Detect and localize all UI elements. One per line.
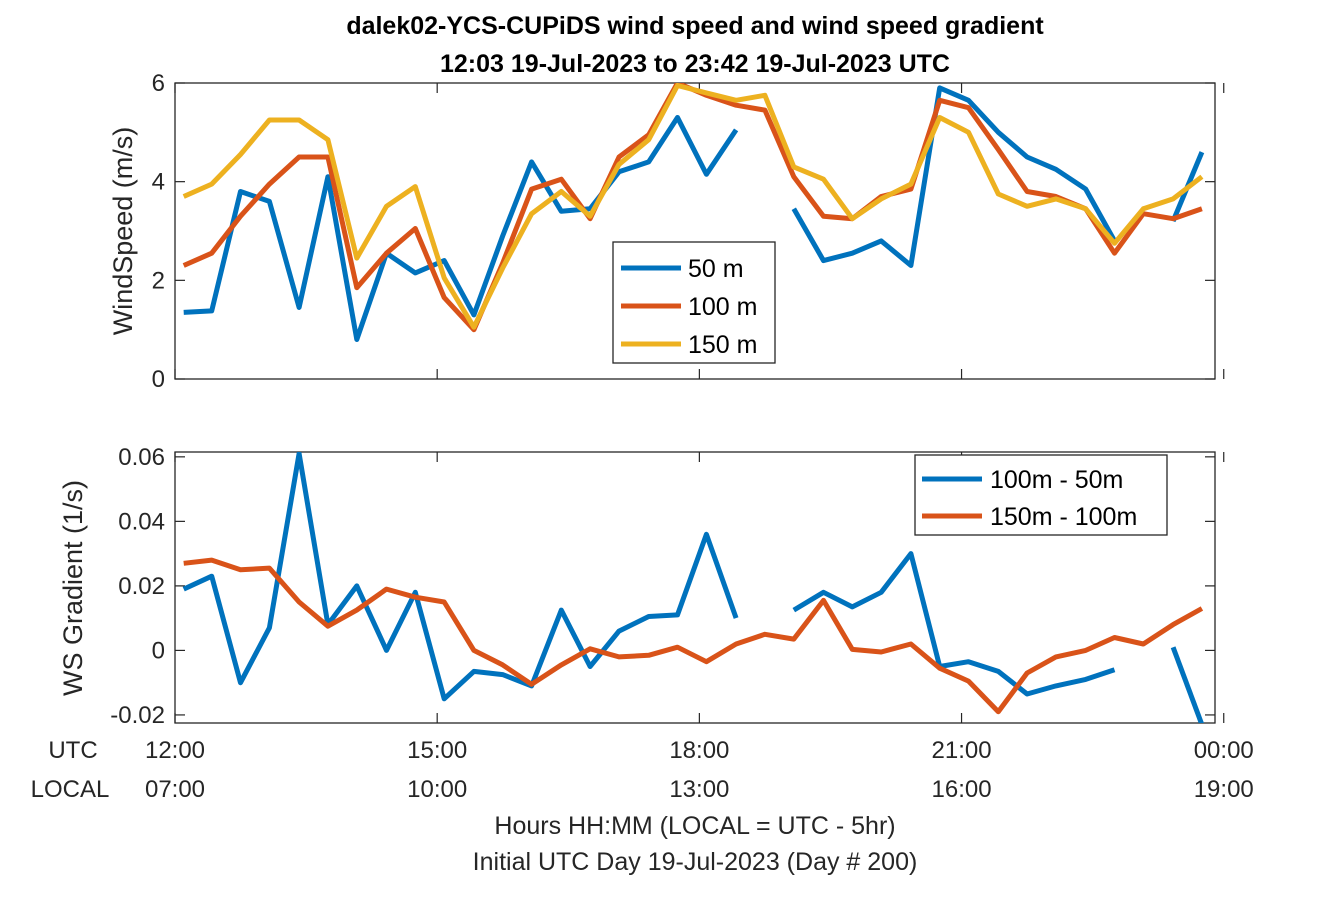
x-row-label-utc: UTC (48, 737, 97, 764)
windspeed-ytick-label: 0 (152, 366, 165, 393)
legend-label-50m: 50 m (688, 255, 744, 283)
chart-title-line2: 12:03 19-Jul-2023 to 23:42 19-Jul-2023 U… (440, 50, 950, 78)
x-row-label-local: LOCAL (31, 776, 110, 803)
x-tick-label-local: 07:00 (145, 776, 205, 803)
windspeed-ylabel: WindSpeed (m/s) (108, 127, 138, 336)
windspeed-series-150-m (182, 83, 1204, 330)
legend-label-150m-100m: 150m - 100m (990, 503, 1137, 531)
chart-title-line1: dalek02-YCS-CUPiDS wind speed and wind s… (346, 12, 1044, 40)
gradient-legend: 100m - 50m 150m - 100m (914, 454, 1168, 536)
legend-label-150m: 150 m (688, 331, 757, 359)
x-tick-label-utc: 00:00 (1194, 737, 1254, 764)
gradient-ylabel: WS Gradient (1/s) (58, 480, 88, 696)
x-tick-label-utc: 12:00 (145, 737, 205, 764)
gradient-ytick-label: 0.02 (118, 573, 165, 600)
x-tick-label-utc: 21:00 (932, 737, 992, 764)
x-tick-label-local: 10:00 (407, 776, 467, 803)
gradient-series-100m-50m (1170, 646, 1204, 723)
gradient-series-150m-100m (183, 557, 1204, 715)
gradient-axes: -0.02 0 0.02 0.04 0.06 WS Gradient (1/s) 100… (58, 444, 1225, 729)
gradient-legend-box (914, 454, 1168, 536)
windspeed-axes: 0 2 4 6 WindSpeed (m/s) 50 m 100 m 150 m (108, 70, 1225, 393)
gradient-ytick-label: -0.02 (110, 702, 165, 729)
x-tick-label-utc: 15:00 (407, 737, 467, 764)
gradient-ytick-label: 0 (152, 637, 165, 664)
legend-label-100m-50m: 100m - 50m (990, 466, 1123, 494)
windspeed-ytick-label: 6 (152, 70, 165, 97)
gradient-series-100m-50m (792, 551, 1116, 697)
gradient-ytick-label: 0.04 (118, 508, 165, 535)
legend-label-100m: 100 m (688, 293, 757, 321)
x-tick-label-local: 13:00 (669, 776, 729, 803)
windspeed-ytick-label: 2 (152, 267, 165, 294)
x-tick-label-local: 19:00 (1194, 776, 1254, 803)
windspeed-legend: 50 m 100 m 150 m (612, 241, 776, 364)
gradient-series-100m-50m (182, 452, 739, 702)
x-tick-label-utc: 18:00 (669, 737, 729, 764)
x-axis-label-line2: Initial UTC Day 19-Jul-2023 (Day # 200) (473, 848, 918, 876)
windspeed-series-50-m (183, 115, 739, 342)
x-tick-label-local: 16:00 (932, 776, 992, 803)
windspeed-ytick-label: 4 (152, 169, 165, 196)
gradient-ytick-label: 0.06 (118, 444, 165, 471)
x-axis-label-line1: Hours HH:MM (LOCAL = UTC - 5hr) (494, 812, 895, 840)
windspeed-series-50-m (791, 85, 1117, 268)
